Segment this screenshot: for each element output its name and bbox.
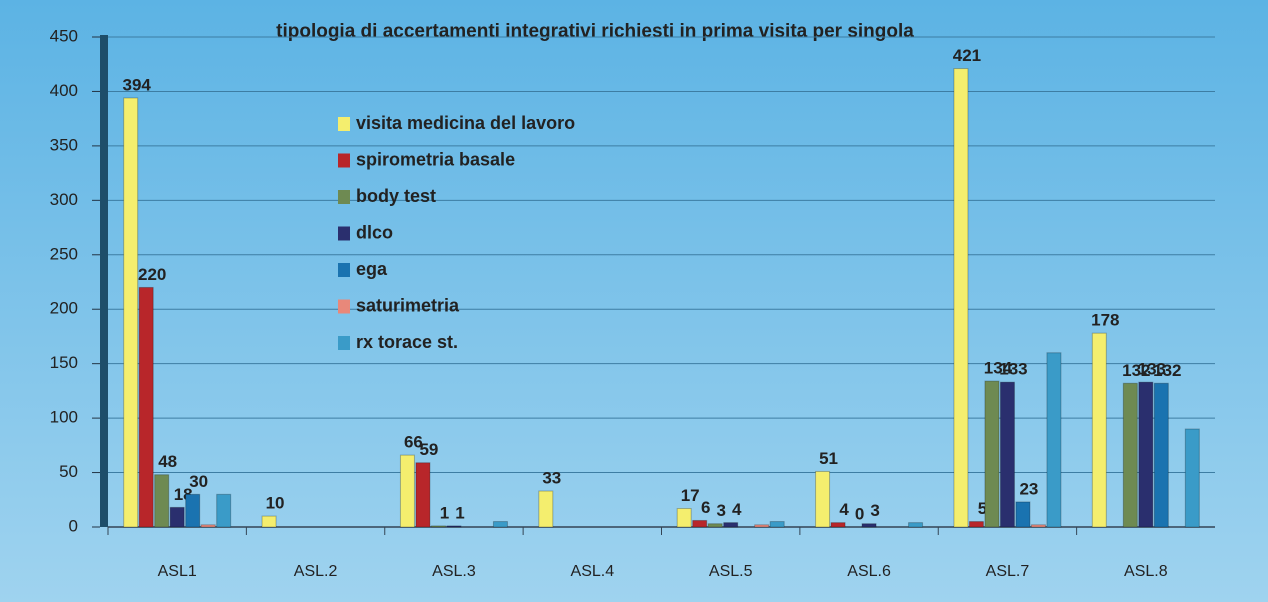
bar [1046,352,1062,528]
x-tick-label: ASL.6 [847,563,891,580]
bar [169,506,185,528]
legend-swatch [338,153,350,168]
bar [723,522,739,528]
bar [1030,524,1046,528]
legend-swatch [338,190,350,204]
data-label: 59 [419,440,438,459]
bar [538,490,554,528]
data-label: 33 [542,469,561,488]
y-tick-label: 450 [50,26,78,45]
legend-label: saturimetria [356,295,460,315]
bar [216,493,232,528]
bar [200,524,216,528]
bar [1138,381,1154,528]
bar [1122,382,1138,528]
y-tick-label: 150 [50,353,78,372]
bar [430,525,446,528]
x-tick-label: ASL.3 [432,563,476,580]
y-tick-label: 200 [50,299,78,318]
y-tick-label: 50 [59,462,78,481]
legend-swatch [338,226,350,241]
legend-label: rx torace st. [356,332,458,352]
legend-swatch [338,117,350,131]
bar [492,521,508,528]
chart-title: tipologia di accertamenti integrativi ri… [276,21,914,42]
data-label: 133 [999,360,1027,379]
data-label: 5 [978,499,987,518]
data-label: 17 [681,486,700,505]
y-axis-wall [100,35,108,527]
x-tick-label: ASL.5 [709,563,753,580]
bar [1184,428,1200,528]
x-tick-label: ASL.2 [294,563,338,580]
data-label: 3 [716,501,725,520]
bar [1015,501,1031,528]
legend-label: spirometria basale [356,149,515,169]
data-label: 1 [440,503,449,522]
data-label: 10 [266,494,285,513]
y-tick-label: 0 [69,516,78,535]
data-label: 23 [1019,479,1038,498]
bar [815,470,831,528]
y-tick-label: 100 [50,408,78,427]
x-tick-label: ASL1 [158,563,197,580]
data-label: 30 [189,472,208,491]
y-tick-label: 400 [50,81,78,100]
data-label: 1 [455,503,464,522]
bar [1153,382,1169,528]
bar [399,454,415,528]
legend-swatch [338,263,350,277]
bar [984,380,1000,528]
bar [138,286,154,528]
bar [968,521,984,528]
data-label: 4 [732,500,742,519]
x-tick-label: ASL.7 [986,563,1030,580]
bar [123,97,139,528]
legend-label: body test [356,186,436,206]
data-label: 421 [953,46,981,65]
x-tick-label: ASL.4 [571,563,615,580]
legend-label: ega [356,259,388,279]
y-tick-label: 300 [50,190,78,209]
bar [1091,332,1107,528]
y-tick-label: 350 [50,135,78,154]
bar [953,68,969,528]
bar [999,381,1015,528]
data-label: 3 [870,501,879,520]
data-label: 6 [701,498,710,517]
legend-label: dlco [356,222,393,242]
data-label: 132 [1153,361,1181,380]
x-tick-label: ASL.8 [1124,563,1168,580]
bar [185,493,201,528]
bar [261,515,277,528]
data-label: 133 [1138,360,1166,379]
data-label: 134 [984,359,1013,378]
data-label: 132 [1122,361,1150,380]
bar [707,523,723,528]
bar [154,474,170,528]
legend-label: visita medicina del lavoro [356,113,575,133]
bar [415,462,431,528]
bar [830,522,846,528]
data-label: 66 [404,433,423,452]
bar [446,525,462,528]
data-label: 394 [123,75,152,94]
bar [754,524,770,528]
data-label: 48 [158,452,177,471]
y-tick-label: 250 [50,244,78,263]
bar [692,519,708,528]
legend-swatch [338,299,350,314]
bar [908,522,924,528]
data-label: 220 [138,265,166,284]
bar [769,521,785,528]
data-label: 0 [855,504,864,523]
bar [676,507,692,528]
data-label: 4 [839,500,849,519]
data-label: 178 [1091,311,1119,330]
bar [861,523,877,528]
legend-swatch [338,336,350,350]
data-label: 51 [819,449,838,468]
